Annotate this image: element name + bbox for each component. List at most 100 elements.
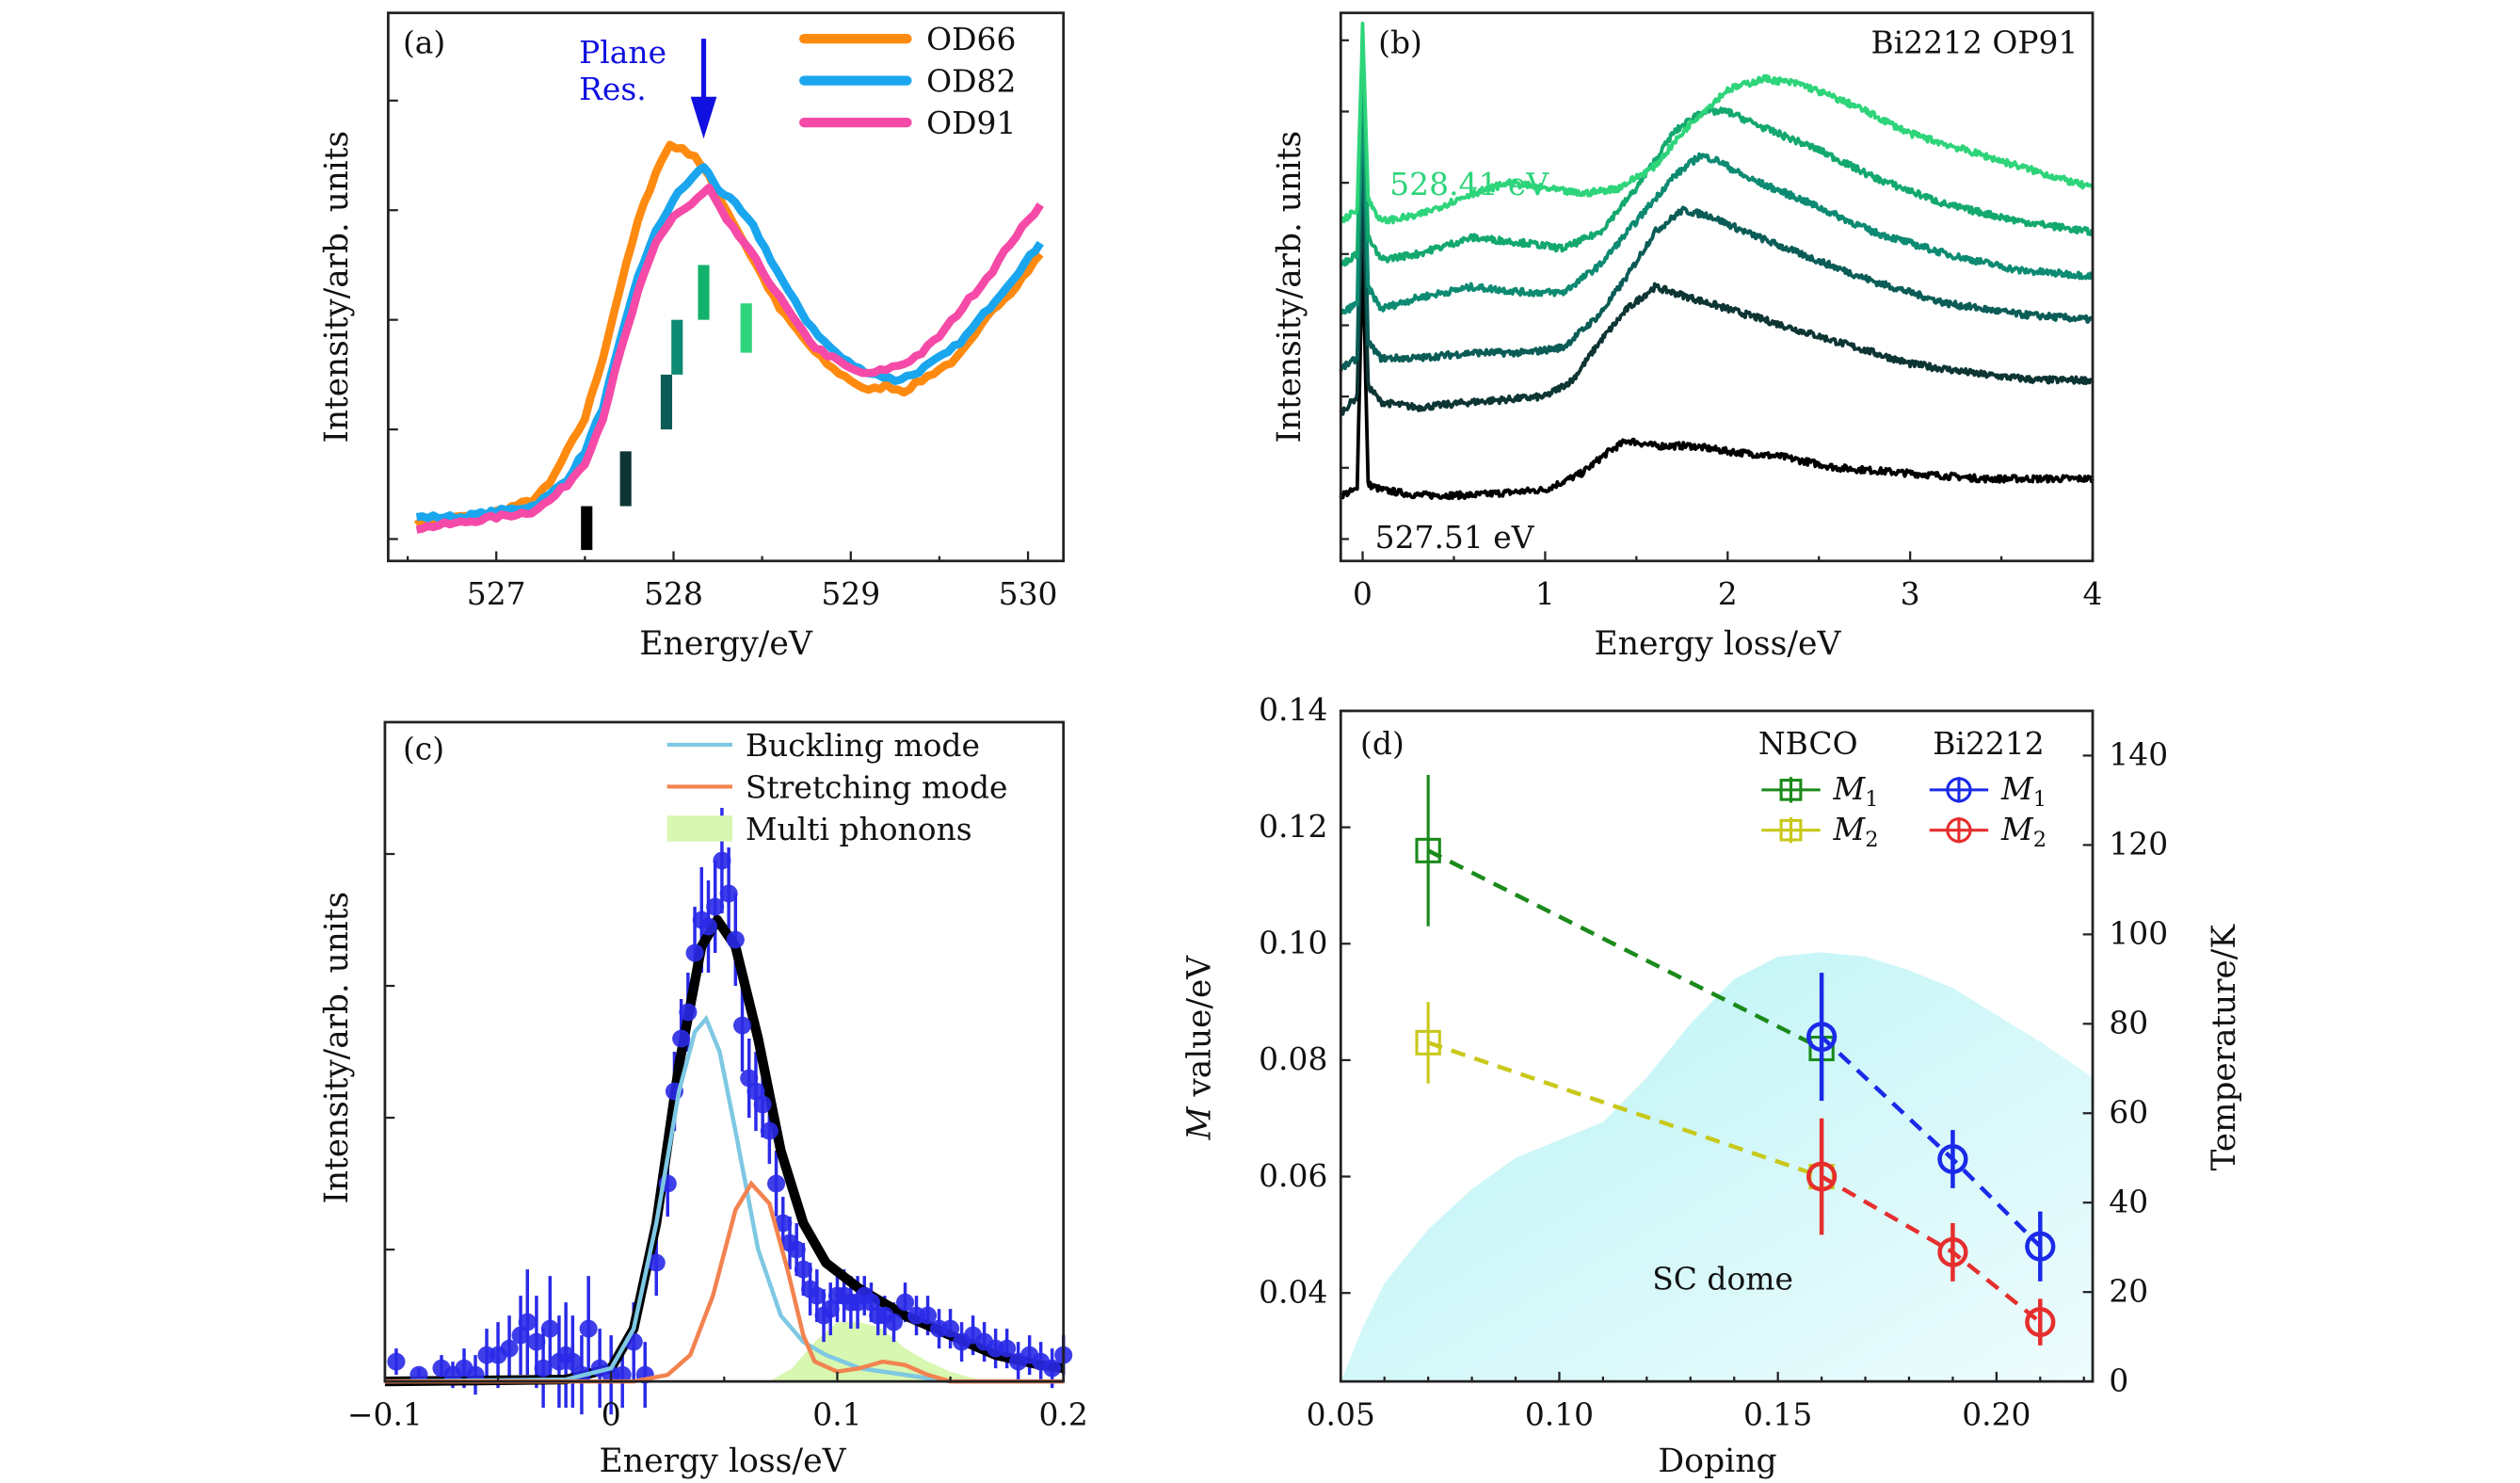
- data-point: [387, 1352, 406, 1371]
- y-tick-label: 0.04: [1259, 1275, 1327, 1311]
- y-tick-label: 0.06: [1259, 1158, 1327, 1194]
- panel-b-title: Bi2212 OP91: [1870, 25, 2078, 61]
- panel-a-label: (a): [403, 25, 445, 61]
- y-tick-label: 0.14: [1259, 692, 1327, 728]
- panel-b-ylabel: Intensity/arb. units: [1271, 131, 1308, 443]
- x-tick-label: 0.1: [812, 1397, 861, 1433]
- y-right-tick-label: 60: [2109, 1095, 2148, 1131]
- fit-total-line: [384, 914, 1065, 1387]
- y-right-tick-label: 120: [2109, 827, 2168, 862]
- panel-a-frame: [386, 11, 1066, 563]
- panel-a-legend: OD66 OD82 OD91: [799, 22, 1016, 141]
- data-point: [527, 1332, 546, 1351]
- y-right-tick-label: 80: [2109, 1006, 2148, 1041]
- x-tick-label: 0: [602, 1397, 621, 1433]
- marker-Bi2212 M2: [2025, 1307, 2056, 1338]
- panel-a-ylabel: Intensity/arb. units: [318, 131, 356, 443]
- data-point: [613, 1365, 632, 1384]
- x-tick-label: 0.05: [1307, 1397, 1375, 1433]
- legend-label-OD91: OD91: [926, 105, 1016, 141]
- marker-NBCO M1: [1415, 837, 1441, 863]
- y-tick-label: 0.10: [1259, 926, 1327, 961]
- panel-d-plot-area: [1340, 774, 2094, 1382]
- annotation-528-41: 528.41 eV: [1389, 167, 1549, 202]
- plane-res-text-line2: Res.: [579, 72, 647, 107]
- data-point: [861, 1293, 881, 1312]
- series-OD82: [415, 163, 1044, 524]
- panel-d-frame: [1339, 709, 2095, 1383]
- data-point: [672, 1029, 691, 1048]
- marker-Bi2212 M1: [2025, 1231, 2056, 1262]
- buckling-mode-line: [384, 1014, 1064, 1384]
- x-tick-label: 3: [1901, 576, 1920, 612]
- sc-dome-label: SC dome: [1652, 1262, 1793, 1298]
- legend-label-1: Stretching mode: [746, 770, 1008, 806]
- panel-d-ticks: 0.05 0.10 0.15 0.20 0.04 0.06 0.08 0.10 0.12 0.14…: [1259, 692, 2168, 1432]
- legend-square-icon: [1779, 779, 1803, 801]
- x-tick-label: 0.10: [1525, 1397, 1594, 1433]
- legend-subscript: 2: [1865, 828, 1878, 852]
- panel-b-frame: [1339, 11, 2095, 563]
- series-528.17 eV: [1339, 56, 2095, 267]
- energy-bar-3: [671, 319, 683, 375]
- panel-a: 527 528 529 530 (a) Energy/eV Intensity/arb…: [318, 11, 1066, 663]
- data-point: [713, 851, 731, 870]
- y-tick-label: 0.12: [1259, 809, 1327, 845]
- y-right-tick-label: 40: [2109, 1185, 2148, 1220]
- y-right-tick-label: 0: [2109, 1363, 2128, 1399]
- y-right-tick-label: 20: [2109, 1274, 2148, 1310]
- legend-label-1: M2: [1833, 812, 1879, 852]
- data-point: [884, 1313, 904, 1331]
- data-point: [579, 1319, 598, 1338]
- panel-c-legend: Buckling mode Stretching mode Multi phonon…: [666, 728, 1008, 847]
- x-tick-label: 528: [644, 576, 703, 612]
- data-point: [685, 943, 704, 962]
- x-tick-label: 527: [467, 576, 526, 612]
- data-point: [540, 1319, 559, 1338]
- marker-Bi2212 M1: [1937, 1144, 1968, 1174]
- marker-Bi2212 M1: [1806, 1022, 1838, 1053]
- legend-group-bi2212: Bi2212: [1933, 726, 2044, 762]
- legend-label-0: Buckling mode: [746, 728, 980, 764]
- data-point: [698, 917, 718, 936]
- annotation-527-51: 527.51 eV: [1375, 520, 1535, 556]
- data-point: [746, 1082, 765, 1101]
- y-right-tick-label: 100: [2109, 916, 2168, 952]
- data-point: [774, 1214, 793, 1233]
- data-point: [534, 1359, 553, 1378]
- x-tick-label: 0.2: [1039, 1397, 1088, 1433]
- legend-subscript: 1: [1865, 787, 1878, 812]
- x-tick-label: 2: [1718, 576, 1738, 612]
- arrow-head: [690, 96, 717, 139]
- legend-group-nbco: NBCO: [1758, 726, 1858, 762]
- data-point: [753, 1095, 772, 1114]
- energy-bar-4: [698, 265, 710, 320]
- series-527.96 eV: [1339, 132, 2095, 372]
- panel-c-label: (c): [403, 732, 444, 767]
- marker-NBCO M2: [1415, 1029, 1441, 1056]
- legend-label-OD82: OD82: [926, 64, 1016, 100]
- panel-c: −0.1 0 0.1 0.2 (c) Buckling mode Stretching …: [318, 720, 1088, 1480]
- panel-c-plot-area: [384, 807, 1073, 1415]
- legend-swatch-2: [666, 815, 732, 842]
- legend-label-0: M1: [1833, 771, 1879, 812]
- legend-label-3: M2: [2000, 812, 2046, 852]
- data-point: [647, 1253, 666, 1272]
- panel-b-xlabel: Energy loss/eV: [1594, 625, 1841, 663]
- panel-a-plot-area: [413, 140, 1044, 551]
- sc-dome-area: [1340, 952, 2094, 1382]
- data-point: [941, 1319, 960, 1338]
- data-point: [895, 1293, 915, 1312]
- data-point: [767, 1174, 786, 1193]
- panel-d-ylabel-symbol: M: [1180, 1106, 1218, 1141]
- legend-subscript: 1: [2033, 787, 2046, 812]
- energy-bar-1: [619, 451, 632, 507]
- x-tick-label: 0.15: [1743, 1397, 1812, 1433]
- panel-d-xlabel: Doping: [1658, 1443, 1776, 1480]
- x-tick-label: 0.20: [1962, 1397, 2030, 1433]
- stretching-mode-line: [384, 1180, 1064, 1384]
- x-tick-label: 529: [821, 576, 880, 612]
- data-point: [821, 1299, 840, 1318]
